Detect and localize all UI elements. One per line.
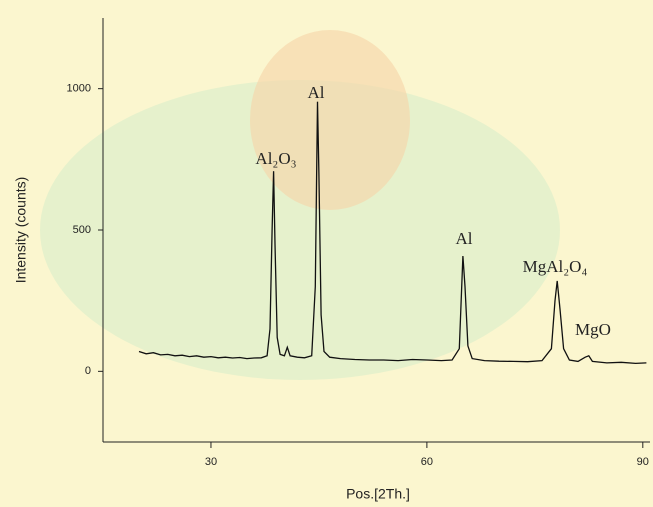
peak-label: MgAl₂O₄ (523, 257, 588, 276)
x-tick-label: 90 (637, 456, 649, 468)
y-tick-label: 0 (85, 365, 91, 377)
y-tick-label: 1000 (67, 83, 91, 95)
y-tick-label: 500 (73, 224, 91, 236)
peak-label: Al (456, 229, 473, 248)
peak-label: MgO (575, 320, 611, 339)
watermark (250, 30, 410, 210)
x-axis-title: Pos.[2Th.] (346, 486, 410, 502)
peak-label: Al (308, 83, 325, 102)
x-tick-label: 60 (421, 456, 433, 468)
y-axis-title: Intensity (counts) (13, 177, 29, 284)
peak-label: Al₂O₃ (255, 149, 296, 168)
x-tick-label: 30 (205, 456, 217, 468)
watermark (40, 80, 560, 380)
diffraction-line (138, 101, 647, 365)
